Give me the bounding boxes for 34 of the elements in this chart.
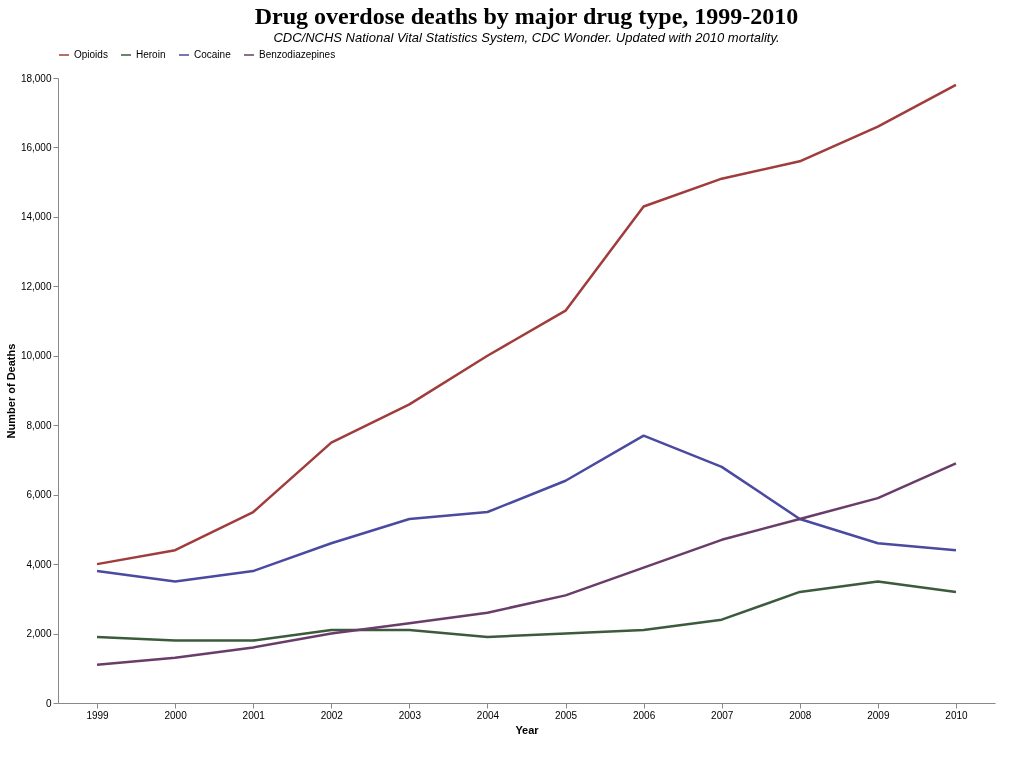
y-tick-label: 16,000	[20, 141, 52, 153]
x-tick-label: 2005	[554, 709, 578, 721]
x-axis-title: Year	[515, 723, 540, 736]
x-tick-label: 2001	[242, 709, 266, 721]
y-tick-label: 18,000	[20, 72, 52, 84]
y-tick-label: 10,000	[20, 350, 52, 362]
x-tick-label: 2010	[945, 709, 969, 721]
line-series	[95, 434, 958, 583]
legend-label: Heroin	[136, 49, 166, 60]
y-tick-label: 6,000	[26, 489, 52, 501]
y-tick-label: 12,000	[20, 280, 52, 292]
legend-label: Opioids	[74, 49, 108, 60]
y-tick-label: 2,000	[26, 628, 52, 640]
x-tick-label: 2002	[320, 709, 344, 721]
line-series	[95, 83, 958, 566]
legend-label: Cocaine	[194, 49, 232, 60]
x-tick-label: 2003	[398, 709, 422, 721]
x-tick-label: 2009	[867, 709, 890, 721]
line-series	[95, 462, 958, 667]
y-tick-label: 4,000	[26, 558, 52, 570]
chart-title: Drug overdose deaths by major drug type, 1999-2010	[254, 3, 799, 29]
legend-label: Benzodiazepines	[259, 49, 336, 60]
x-tick-label: 2008	[789, 709, 812, 721]
y-tick-label: 14,000	[20, 211, 52, 223]
y-axis-title: Number of Deaths	[4, 343, 17, 439]
y-tick-label: 8,000	[26, 419, 52, 431]
x-tick-label: 2006	[633, 709, 656, 721]
y-tick-label: 0	[45, 697, 52, 709]
x-tick-label: 1999	[86, 709, 110, 721]
x-tick-label: 2007	[711, 709, 734, 721]
text: CDC/NCHS National Vital Statistics System, CDC Wonder. Updated with 2010 mortality.	[273, 30, 780, 45]
x-tick-label: 2004	[476, 709, 500, 721]
line-series	[95, 580, 958, 642]
x-tick-label: 2000	[164, 709, 188, 721]
